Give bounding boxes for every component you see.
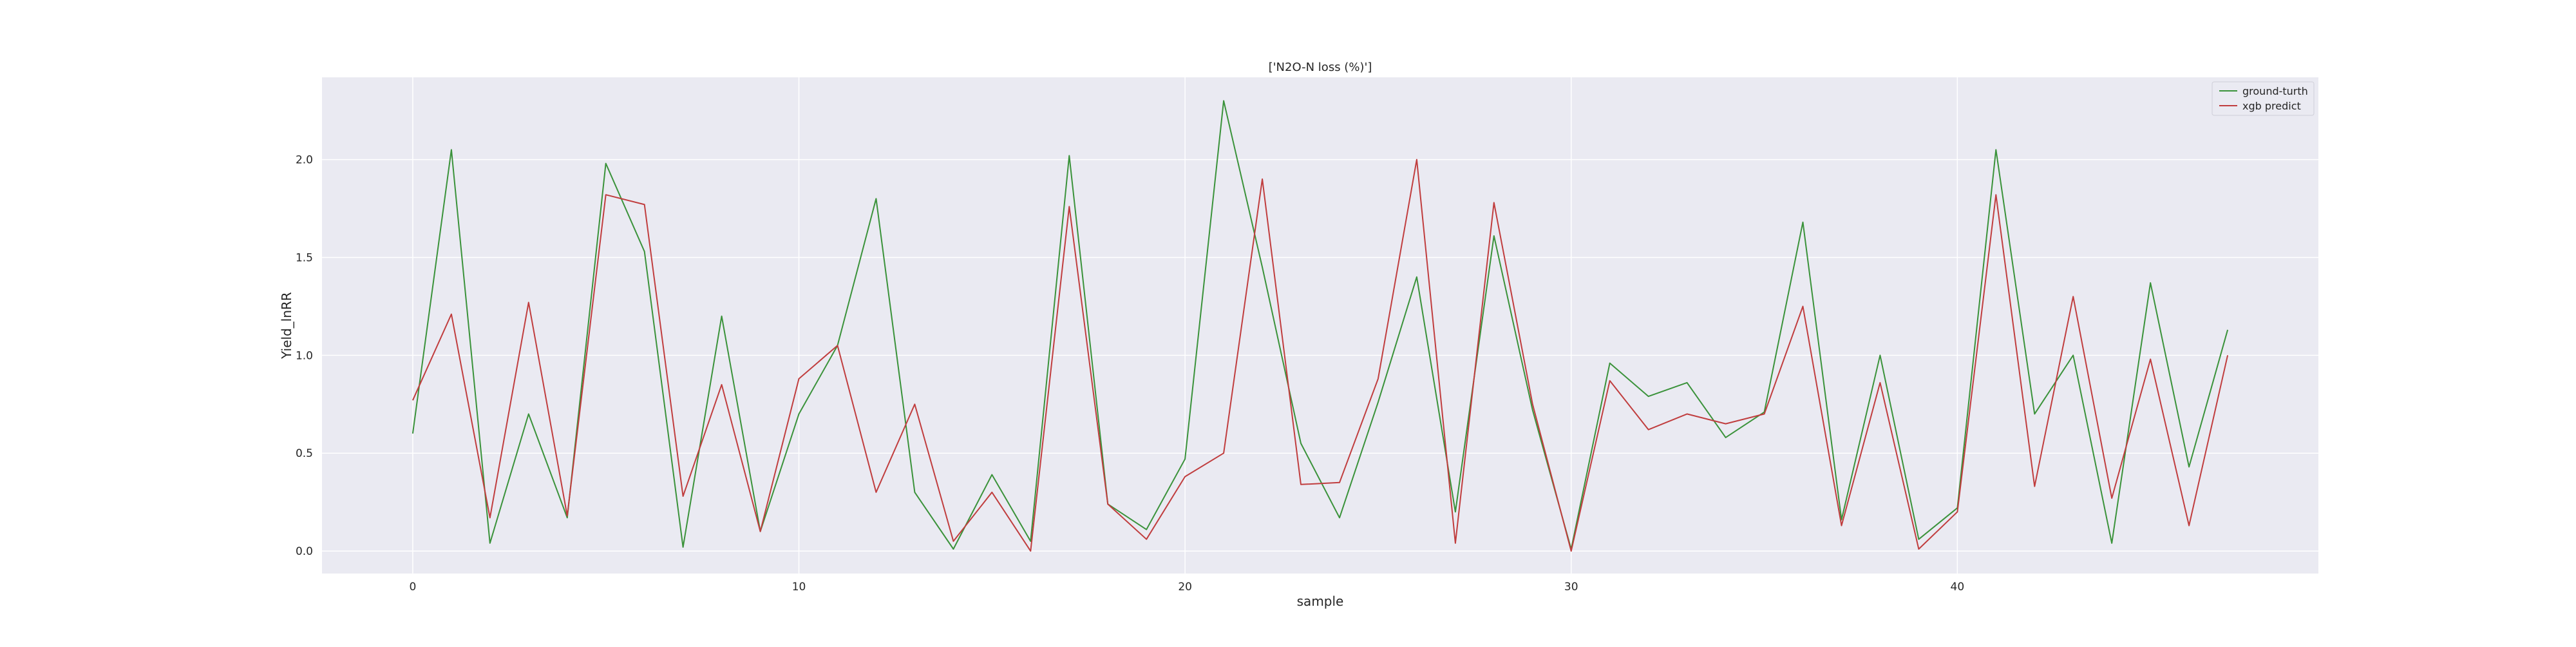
y-tick-label: 0.0 <box>296 545 313 558</box>
y-tick-label: 0.5 <box>296 447 313 460</box>
legend-box <box>2211 81 2315 116</box>
series-line-xgb-predict <box>412 159 2229 552</box>
grid-lines <box>322 77 2318 574</box>
legend-label-ground-truth: ground-turth <box>2242 85 2308 97</box>
tick-labels: 0 10 20 30 40 0.0 0.5 1.0 1.5 2.0 <box>296 154 1964 594</box>
y-tick-label: 2.0 <box>296 154 313 167</box>
x-tick-label: 30 <box>1564 581 1578 594</box>
legend: ground-turth xgb predict <box>2211 81 2315 116</box>
x-tick-label: 10 <box>792 581 806 594</box>
y-axis-label: Yield_lnRR <box>279 292 294 360</box>
x-tick-label: 0 <box>409 581 416 594</box>
x-axis-label: sample <box>1297 594 1344 609</box>
plot-background <box>322 77 2318 574</box>
chart-title: ['N2O-N loss (%)'] <box>1269 61 1372 74</box>
y-tick-label: 1.5 <box>296 251 313 264</box>
legend-label-xgb-predict: xgb predict <box>2242 100 2301 112</box>
series-lines <box>412 100 2229 552</box>
series-line-ground-truth <box>412 100 2229 550</box>
x-tick-label: 40 <box>1951 581 1965 594</box>
y-tick-label: 1.0 <box>296 349 313 362</box>
x-tick-label: 20 <box>1178 581 1192 594</box>
